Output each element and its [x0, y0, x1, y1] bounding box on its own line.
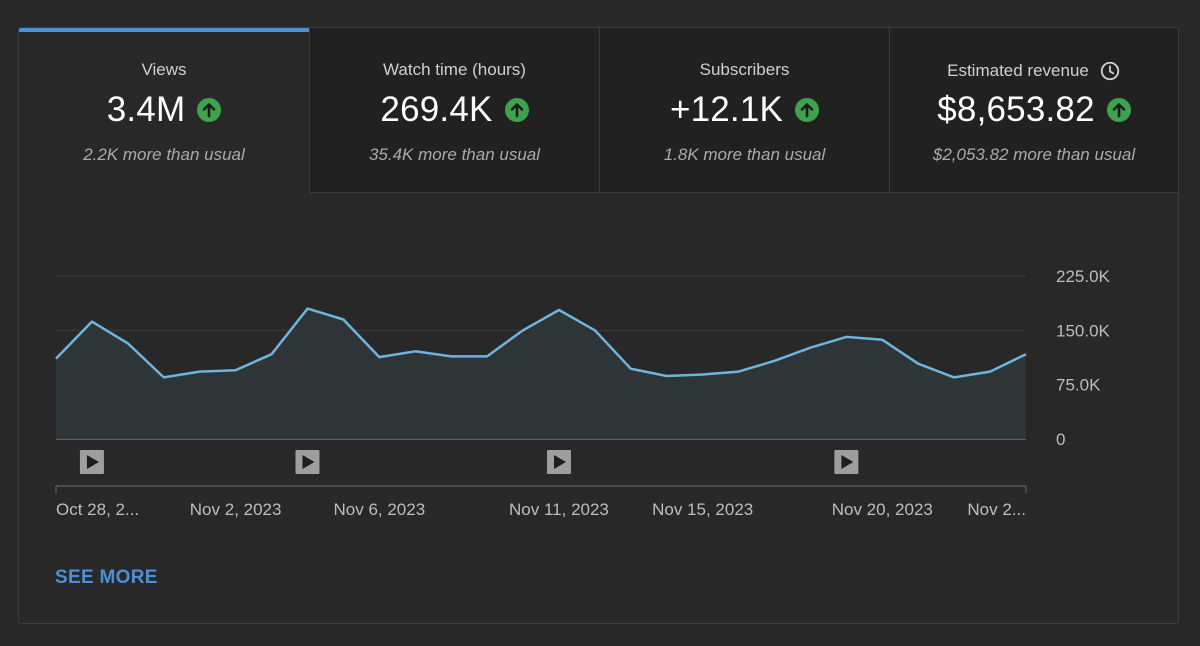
trend-up-icon [197, 98, 222, 122]
video-marker-icon[interactable] [295, 450, 320, 474]
series-line-views [55, 307, 1027, 379]
x-tick-label: Nov 6, 2023 [333, 500, 425, 519]
y-tick-label: 225.0K [1056, 267, 1111, 286]
trend-up-icon [1106, 98, 1131, 122]
x-tick-label: Nov 11, 2023 [509, 500, 609, 519]
x-tick-label: Nov 15, 2023 [652, 500, 753, 519]
y-tick-label: 75.0K [1056, 376, 1101, 395]
trend-up-icon [795, 98, 820, 122]
clock-icon[interactable] [1099, 60, 1121, 82]
views-chart: 0 75.0K 150.0K 225.0K Oct 28, 2... Nov 2, 202… [55, 267, 1111, 519]
video-marker-icon[interactable] [79, 450, 104, 474]
x-tick-label: Nov 2, 2023 [190, 500, 282, 519]
video-marker-icon[interactable] [546, 450, 571, 474]
tab-views[interactable]: Views 3.4M 2.2K more than usual [19, 28, 309, 193]
video-marker-icon[interactable] [834, 450, 859, 474]
metric-label: Subscribers [699, 60, 790, 79]
metric-value: 3.4M [106, 90, 186, 129]
metric-comparison: 2.2K more than usual [83, 145, 245, 164]
metric-value: 269.4K [380, 90, 493, 129]
tab-subscribers[interactable]: Subscribers +12.1K 1.8K more than usual [599, 28, 889, 193]
see-more-button[interactable]: SEE MORE [55, 567, 158, 588]
y-tick-label: 0 [1056, 430, 1065, 449]
analytics-card: Views 3.4M 2.2K more than usual Watch ti… [18, 27, 1179, 624]
metric-label: Watch time (hours) [383, 60, 526, 79]
x-tick-label: Oct 28, 2... [56, 500, 139, 519]
metric-value: $8,653.82 [937, 90, 1095, 129]
metric-comparison: 35.4K more than usual [368, 145, 541, 164]
metric-comparison: $2,053.82 more than usual [932, 145, 1136, 164]
x-tick-label: Nov 2... [967, 500, 1026, 519]
trend-up-icon [504, 98, 529, 122]
metric-tabs: Views 3.4M 2.2K more than usual Watch ti… [19, 28, 1178, 193]
metric-comparison: 1.8K more than usual [663, 145, 826, 164]
x-tick-label: Nov 20, 2023 [832, 500, 933, 519]
tab-watch-time[interactable]: Watch time (hours) 269.4K 35.4K more tha… [309, 28, 599, 193]
tab-estimated-revenue[interactable]: Estimated revenue $8,653.82 $2,053.82 mo… [889, 28, 1178, 193]
metric-label: Estimated revenue [947, 61, 1089, 80]
metric-value: +12.1K [669, 90, 784, 129]
active-tab-indicator [19, 28, 309, 32]
area-fill [56, 308, 1026, 439]
metric-label: Views [141, 60, 187, 79]
y-tick-label: 150.0K [1056, 321, 1111, 340]
